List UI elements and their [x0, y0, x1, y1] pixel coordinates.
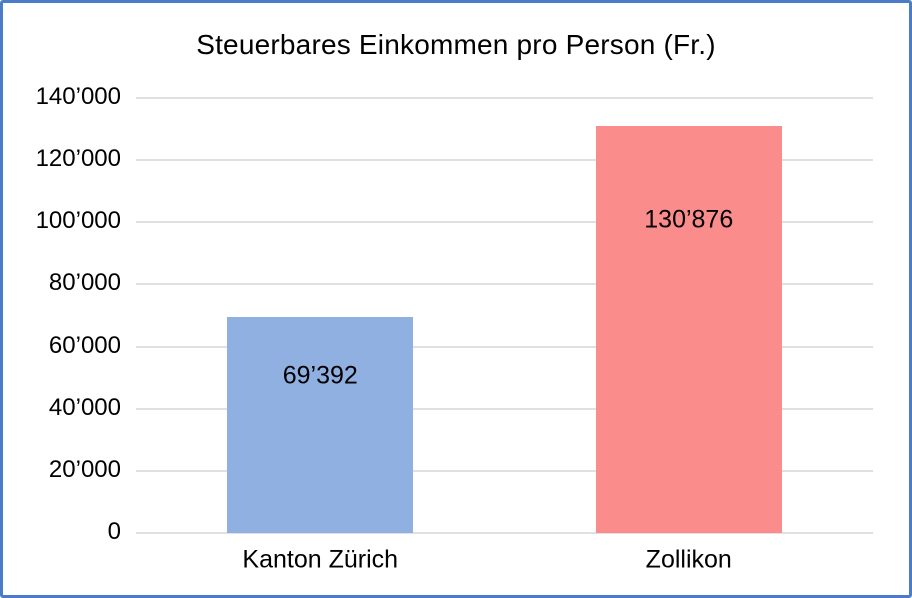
y-tick-label: 0	[107, 517, 121, 545]
y-tick-label: 40’000	[48, 393, 121, 421]
y-tick-label: 140’000	[35, 82, 121, 110]
x-axis-label: Kanton Zürich	[242, 545, 399, 574]
gridline	[136, 283, 873, 286]
y-tick-label: 60’000	[48, 331, 121, 359]
gridline	[136, 532, 873, 534]
gridline	[136, 407, 873, 410]
bar-kanton-z-rich	[227, 317, 414, 533]
bar-value-label: 130’876	[644, 205, 734, 234]
y-tick-label: 120’000	[35, 145, 121, 173]
gridline	[136, 345, 873, 348]
gridline	[136, 97, 873, 99]
gridline	[136, 159, 873, 162]
x-axis-label: Zollikon	[645, 545, 732, 574]
gridline	[136, 221, 873, 224]
bar-zollikon	[595, 126, 782, 533]
gridline	[136, 469, 873, 472]
chart-title: Steuerbares Einkommen pro Person (Fr.)	[196, 29, 716, 60]
y-tick-label: 80’000	[48, 269, 121, 297]
y-tick-label: 20’000	[48, 455, 121, 483]
y-tick-label: 100’000	[35, 207, 121, 235]
bar-value-label: 69’392	[282, 361, 358, 390]
